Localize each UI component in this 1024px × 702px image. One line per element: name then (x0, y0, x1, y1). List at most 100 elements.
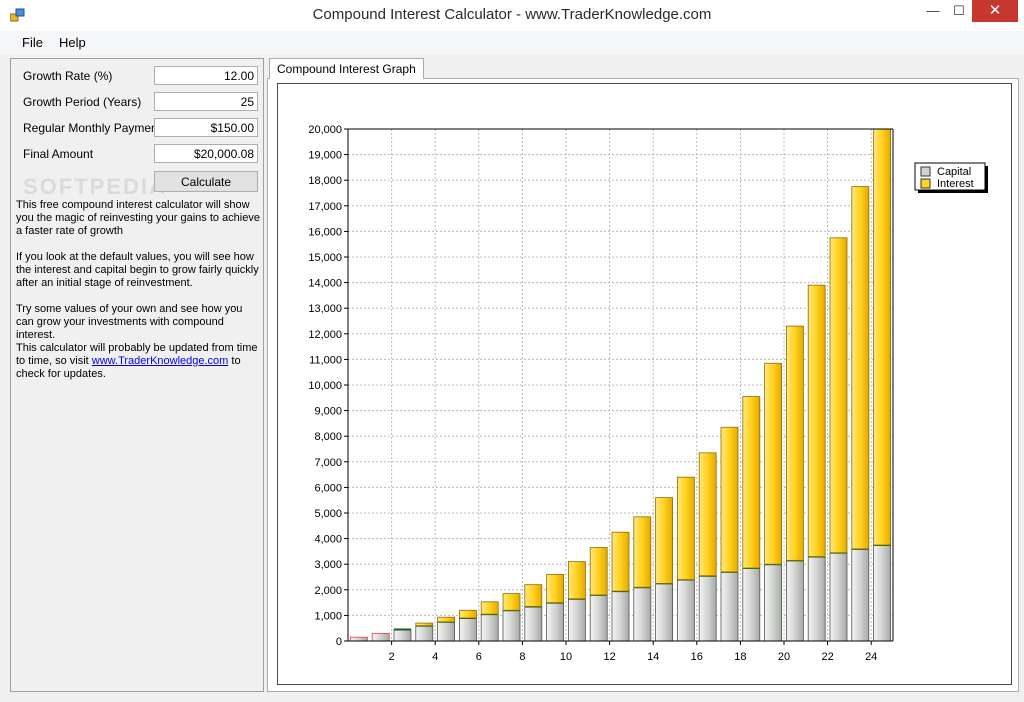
legend-interest-label: Interest (937, 178, 974, 190)
capital-bar (546, 602, 565, 642)
growth-period-input[interactable] (154, 92, 258, 111)
capital-bar (633, 586, 652, 642)
window-title: Compound Interest Calculator - www.Trade… (312, 6, 712, 23)
menu-help[interactable]: Help (59, 35, 86, 50)
y-tick-label: 6,000 (314, 482, 342, 494)
x-tick-label: 6 (476, 651, 482, 663)
capital-bar (437, 621, 456, 642)
interest-bar (742, 396, 761, 569)
y-tick-label: 8,000 (314, 431, 342, 443)
calculate-button[interactable]: Calculate (154, 171, 258, 192)
y-tick-label: 20,000 (308, 124, 342, 136)
interest-bar (873, 128, 892, 546)
maximize-button[interactable]: ☐ (953, 3, 965, 18)
interest-bar (415, 622, 434, 627)
interest-bar (851, 186, 870, 550)
y-tick-label: 10,000 (308, 380, 342, 392)
capital-bar (742, 567, 761, 642)
capital-bar (349, 636, 368, 642)
compound-interest-chart: 0 1,000 2,000 3,000 4,000 5,000 6,000 7,000 8,00… (308, 124, 988, 663)
capital-bar (415, 625, 434, 642)
y-tick-label: 2,000 (314, 585, 342, 597)
capital-bar (676, 579, 695, 642)
description-paragraph-2: If you look at the default values, you w… (16, 251, 259, 289)
interest-bar (676, 476, 695, 580)
x-tick-label: 2 (389, 651, 395, 663)
minimize-button[interactable]: — (926, 3, 940, 18)
capital-bar (764, 563, 783, 642)
capital-bar (873, 544, 892, 642)
description-paragraph-3: Try some values of your own and see how … (16, 303, 243, 341)
growth-rate-label: Growth Rate (%) (23, 69, 113, 83)
final-amount-input[interactable] (154, 144, 258, 163)
tab-compound-interest-graph[interactable]: Compound Interest Graph (269, 58, 424, 79)
x-tick-label: 22 (821, 651, 833, 663)
monthly-payment-label: Regular Monthly Payment (23, 121, 162, 135)
interest-bar (807, 284, 826, 557)
x-tick-label: 20 (778, 651, 790, 663)
y-tick-label: 15,000 (308, 252, 342, 264)
interest-bar (698, 452, 717, 577)
menu-file[interactable]: File (22, 35, 43, 50)
capital-bar (480, 613, 499, 642)
capital-bar (567, 598, 586, 642)
capital-bar (807, 556, 826, 642)
y-tick-label: 4,000 (314, 534, 342, 546)
y-tick-label: 7,000 (314, 457, 342, 469)
close-button[interactable]: ✕ (972, 0, 1018, 22)
y-tick-label: 9,000 (314, 406, 342, 418)
capital-bar (458, 617, 477, 642)
legend-interest-swatch (920, 178, 931, 189)
capital-bar (502, 609, 521, 642)
input-panel: Growth Rate (%) Growth Period (Years) Re… (10, 58, 264, 692)
interest-bar (480, 601, 499, 615)
y-tick-label: 18,000 (308, 175, 342, 187)
description-text-end: to check for updates. (16, 355, 241, 380)
y-tick-label: 12,000 (308, 329, 342, 341)
y-tick-label: 17,000 (308, 201, 342, 213)
capital-bar (371, 632, 390, 642)
description-paragraph-1: This free compound interest calculator w… (16, 199, 260, 237)
y-tick-label: 14,000 (308, 278, 342, 290)
interest-bar (720, 426, 739, 573)
website-link[interactable]: www.TraderKnowledge.com (91, 355, 229, 367)
growth-period-label: Growth Period (Years) (23, 95, 142, 109)
interest-bar (633, 516, 652, 588)
interest-bar (437, 616, 456, 623)
interest-bar (567, 561, 586, 600)
x-tick-label: 24 (865, 651, 877, 663)
interest-bar (829, 237, 848, 554)
y-tick-label: 11,000 (309, 354, 342, 366)
capital-bar (393, 629, 412, 642)
x-tick-label: 18 (734, 651, 746, 663)
final-amount-label: Final Amount (23, 147, 94, 161)
interest-bar (611, 531, 630, 592)
interest-bar (785, 325, 804, 561)
interest-bar (524, 584, 543, 607)
capital-bar (829, 552, 848, 642)
description-paragraph-4: This calculator will probably be updated… (16, 342, 261, 381)
menu-bar: File Help (0, 31, 1024, 55)
x-tick-label: 8 (519, 651, 525, 663)
chart-frame: 0 1,000 2,000 3,000 4,000 5,000 6,000 7,000 8,00… (277, 83, 1012, 685)
watermark: SOFTPEDIA (23, 174, 167, 199)
growth-rate-input[interactable] (154, 66, 258, 85)
monthly-payment-input[interactable] (154, 118, 258, 137)
y-tick-label: 19,000 (308, 150, 342, 162)
y-tick-label: 1,000 (314, 610, 342, 622)
y-tick-label: 16,000 (308, 226, 342, 238)
y-tick-label: 5,000 (314, 508, 342, 520)
app-icon (10, 8, 25, 22)
title-bar: Compound Interest Calculator - www.Trade… (0, 0, 1024, 31)
y-tick-label: 0 (336, 636, 342, 648)
x-tick-label: 16 (691, 651, 703, 663)
capital-bar (589, 594, 608, 642)
interest-bar (764, 362, 783, 565)
x-tick-label: 12 (603, 651, 615, 663)
y-tick-label: 3,000 (314, 559, 342, 571)
tab-page: 0 1,000 2,000 3,000 4,000 5,000 6,000 7,000 8,00… (267, 78, 1019, 692)
capital-bar (851, 548, 870, 642)
x-tick-label: 14 (647, 651, 659, 663)
capital-bar (655, 582, 674, 642)
